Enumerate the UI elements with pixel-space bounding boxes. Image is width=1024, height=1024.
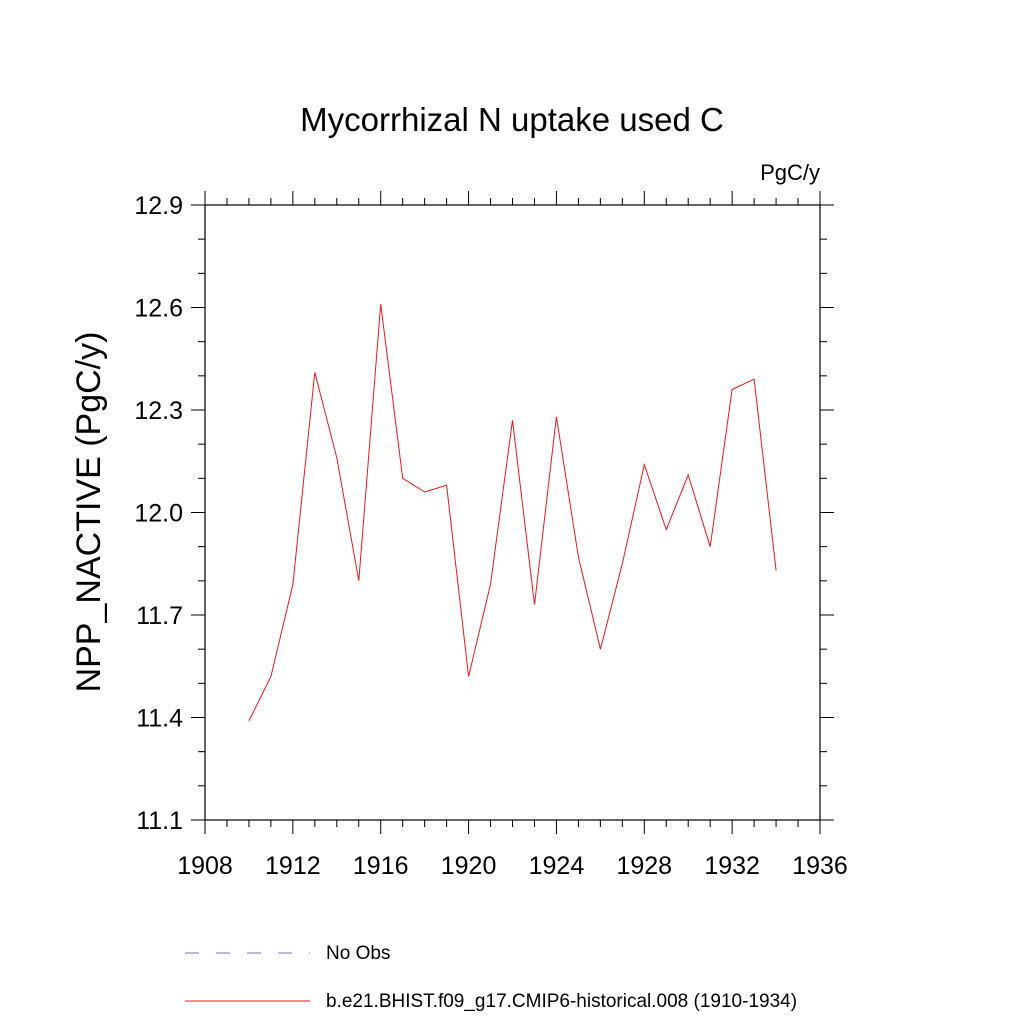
x-tick-label: 1916 <box>353 852 409 880</box>
x-tick-label: 1928 <box>616 852 672 880</box>
axis-ticks <box>191 191 834 834</box>
y-axis-label: NPP_NACTIVE (PgC/y) <box>70 332 108 693</box>
series-line-0 <box>248 304 777 722</box>
y-tick-label: 11.4 <box>136 705 183 733</box>
x-tick-label: 1908 <box>177 852 233 880</box>
y-tick-label: 11.7 <box>136 602 183 630</box>
chart-title: Mycorrhizal N uptake used C <box>300 101 724 138</box>
units-label: PgC/y <box>760 160 820 185</box>
plot-frame <box>204 204 821 821</box>
y-tick-label: 12.0 <box>134 500 183 528</box>
x-tick-label: 1936 <box>792 852 848 880</box>
y-tick-label: 12.6 <box>134 295 183 323</box>
x-tick-label: 1912 <box>265 852 321 880</box>
x-tick-label: 1932 <box>704 852 760 880</box>
legend: No Obs b.e21.BHIST.f09_g17.CMIP6-histori… <box>185 943 797 1012</box>
axis-tick-labels: 1908 1912 1916 1920 1924 1928 1932 1936 11.1 11.4… <box>134 192 847 880</box>
y-tick-label: 12.3 <box>134 397 183 425</box>
legend-label-no-obs: No Obs <box>326 943 390 964</box>
legend-label-historical: b.e21.BHIST.f09_g17.CMIP6-historical.008… <box>326 991 797 1012</box>
series-lines <box>248 304 777 722</box>
y-tick-label: 11.1 <box>136 807 183 835</box>
x-tick-label: 1924 <box>529 852 585 880</box>
x-tick-label: 1920 <box>441 852 497 880</box>
y-tick-label: 12.9 <box>134 192 183 220</box>
